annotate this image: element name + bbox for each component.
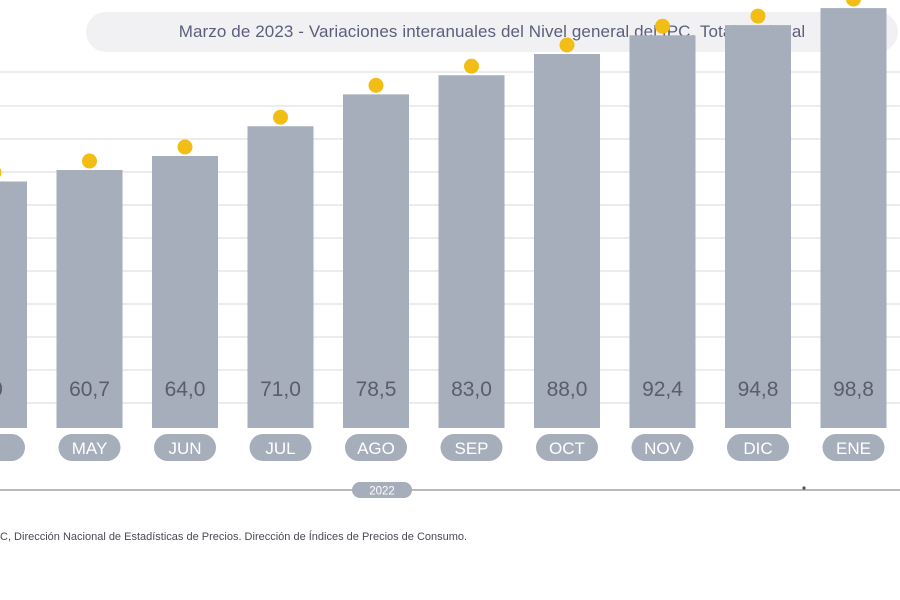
bar-may	[56, 170, 123, 428]
bar-nov	[629, 35, 696, 429]
value-label: 78,5	[356, 378, 397, 401]
month-label: DIC	[743, 439, 772, 458]
bar-sep	[438, 75, 505, 428]
bar-jun	[152, 156, 218, 428]
month-pill	[440, 434, 503, 461]
dot-nov	[655, 18, 670, 34]
year-pill	[352, 482, 412, 498]
value-label: 92,4	[642, 378, 683, 401]
value-label: 71,0	[260, 378, 301, 401]
value-label: ,0	[0, 378, 3, 401]
month-pill	[822, 434, 885, 461]
axis-tick-dot	[802, 486, 806, 490]
month-pill	[0, 434, 25, 461]
month-label: JUN	[168, 439, 201, 458]
dot-sep	[464, 58, 479, 74]
dot-may	[82, 153, 97, 169]
month-pill	[727, 434, 789, 461]
dot-abr	[0, 168, 2, 177]
month-label: NOV	[644, 439, 682, 458]
month-label: OCT	[549, 439, 585, 458]
bar-abr	[0, 181, 27, 428]
month-label: SEP	[454, 439, 488, 458]
dot-jun	[177, 139, 193, 155]
dot-oct	[559, 37, 575, 53]
month-pill	[249, 434, 312, 461]
value-label: 88,0	[547, 378, 588, 401]
value-label: 64,0	[165, 378, 206, 401]
value-label: 94,8	[738, 378, 779, 401]
bar-dic	[725, 25, 791, 428]
dot-jul	[273, 109, 288, 125]
value-label: 83,0	[451, 378, 492, 401]
month-pill	[631, 434, 694, 461]
bar-oct	[534, 54, 600, 428]
dot-ago	[368, 77, 384, 93]
value-label: 98,8	[833, 378, 874, 401]
month-pill	[345, 434, 407, 461]
month-pill	[58, 434, 121, 461]
month-pill	[536, 434, 598, 461]
bar-ago	[343, 94, 409, 428]
dot-ene	[846, 0, 861, 7]
value-label: 60,7	[69, 378, 110, 401]
year-label: 2022	[369, 486, 395, 498]
month-label: MAY	[72, 439, 108, 458]
month-pill	[154, 434, 216, 461]
dot-dic	[750, 8, 766, 24]
month-label: ENE	[836, 439, 871, 458]
month-label: JUL	[265, 439, 295, 458]
source-note: C, Dirección Nacional de Estadísticas de…	[0, 531, 467, 543]
bar-ene	[820, 8, 887, 428]
month-label: AGO	[357, 439, 395, 458]
bar-jul	[247, 126, 314, 428]
source-note-text: C, Dirección Nacional de Estadísticas de…	[0, 531, 468, 543]
